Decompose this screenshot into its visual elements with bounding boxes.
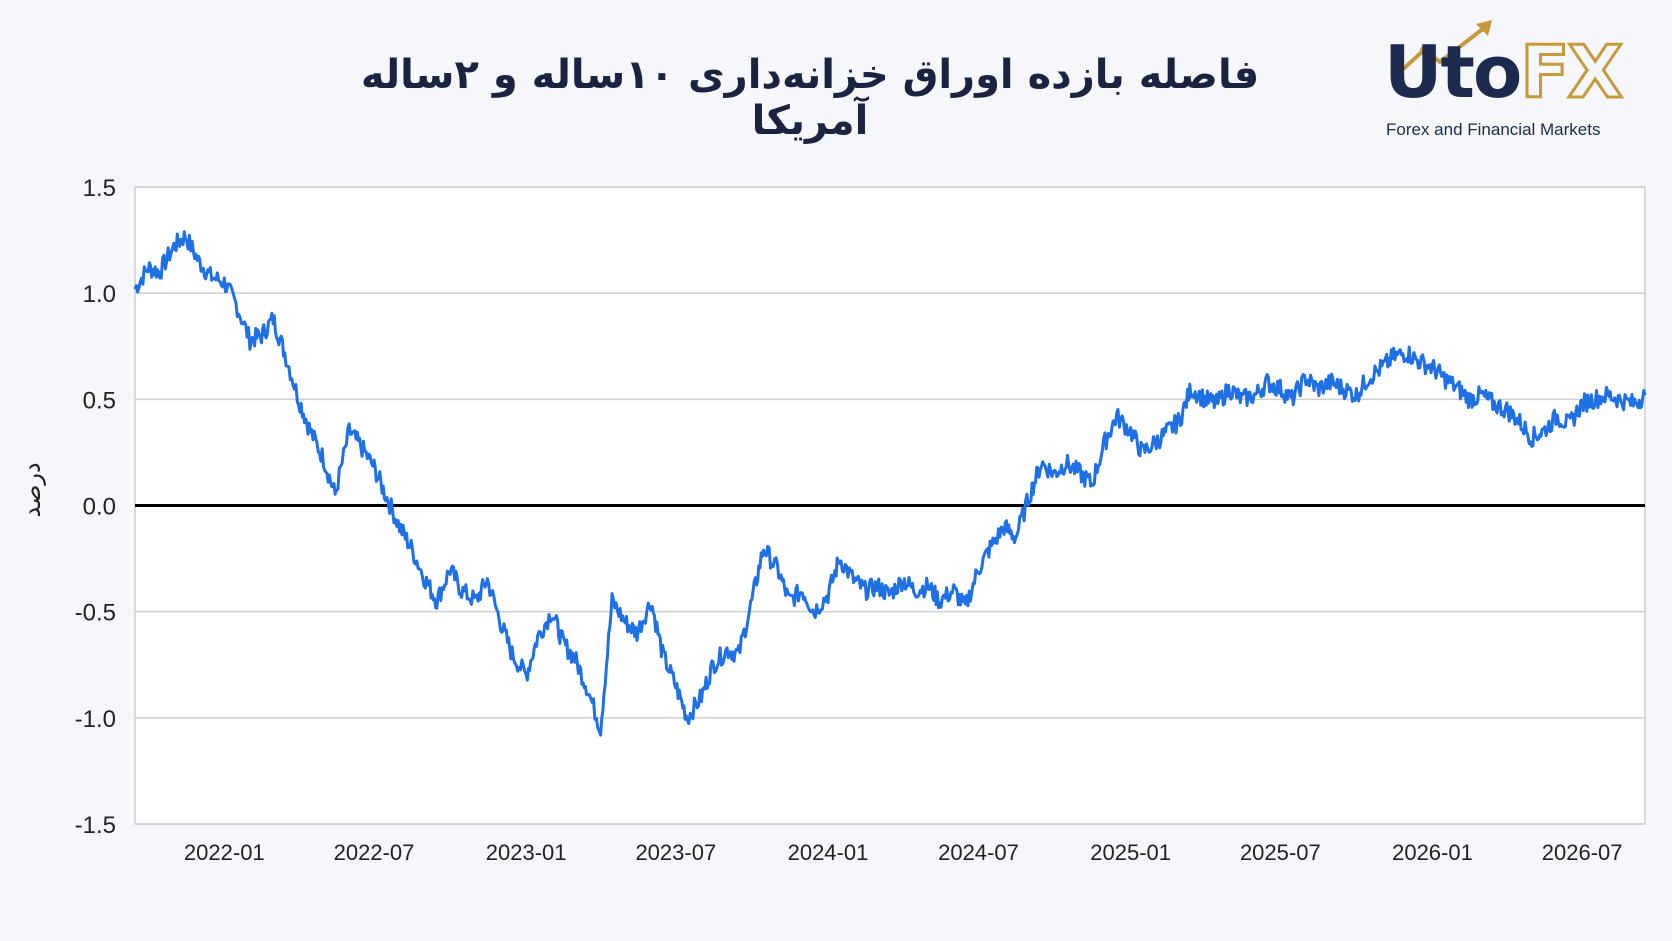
logo-brand-fx: FX — [1519, 30, 1625, 114]
x-tick-label: 2025-01 — [1090, 840, 1171, 865]
x-tick-label: 2026-01 — [1392, 840, 1473, 865]
y-tick-label: -1.5 — [75, 812, 116, 839]
x-tick-label: 2024-01 — [788, 840, 869, 865]
y-tick-label: 0.0 — [83, 494, 116, 521]
x-tick-label: 2026-07 — [1542, 840, 1623, 865]
spread-series-line — [133, 230, 1647, 737]
utofx-logo: UtoFX Forex and Financial Markets — [1384, 20, 1644, 140]
y-tick-label: -1.0 — [75, 706, 116, 733]
y-tick-label: 0.5 — [83, 387, 116, 414]
chart-title: فاصله بازده اوراق خزانه‌داری ۱۰ساله و ۲س… — [360, 52, 1260, 144]
x-tick-label: 2022-01 — [184, 840, 265, 865]
logo-tagline: Forex and Financial Markets — [1386, 120, 1601, 139]
logo-wordmark: UtoFX — [1384, 35, 1625, 110]
y-tick-label: -0.5 — [75, 600, 116, 627]
x-tick-label: 2023-01 — [486, 840, 567, 865]
x-tick-label: 2024-07 — [938, 840, 1019, 865]
x-tick-label: 2025-07 — [1240, 840, 1321, 865]
growth-arrow-icon — [1398, 20, 1492, 74]
y-tick-label: 1.5 — [83, 175, 116, 202]
x-tick-label: 2023-07 — [635, 840, 716, 865]
logo-brand-uto: Uto — [1384, 30, 1522, 114]
y-tick-label: 1.0 — [83, 281, 116, 308]
x-tick-label: 2022-07 — [334, 840, 415, 865]
